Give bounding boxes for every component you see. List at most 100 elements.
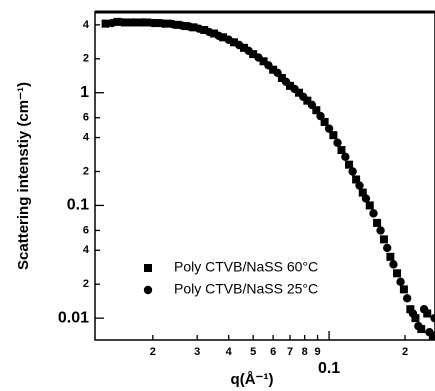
data-point — [337, 146, 346, 155]
legend-label: Poly CTVB/NaSS 60°C — [174, 259, 318, 275]
data-point — [361, 194, 371, 203]
data-point — [345, 160, 354, 169]
x-tick-label: 8 — [302, 346, 308, 358]
y-tick-label: 2 — [83, 53, 89, 65]
data-point — [286, 81, 295, 90]
data-point — [341, 152, 350, 162]
y-tick-label: 2 — [83, 278, 89, 290]
data-point — [210, 29, 219, 38]
y-tick-label: 4 — [83, 19, 90, 31]
x-tick-label: 6 — [270, 346, 276, 358]
data-point — [428, 331, 435, 340]
data-point — [303, 96, 312, 105]
data-point — [324, 124, 334, 133]
data-point — [264, 61, 273, 70]
data-point — [295, 88, 304, 97]
x-tick-label: 2 — [402, 346, 408, 358]
data-point — [355, 181, 364, 190]
data-point — [164, 19, 173, 28]
data-point — [402, 294, 412, 303]
data-point — [219, 33, 228, 42]
data-point — [101, 19, 110, 28]
data-point — [249, 50, 258, 59]
data-point — [290, 84, 299, 94]
data-point — [124, 18, 133, 27]
data-point — [269, 65, 278, 74]
y-tick-label: 0.01 — [58, 309, 89, 326]
data-point — [159, 19, 168, 28]
data-point — [312, 106, 321, 115]
y-tick-label: 4 — [83, 131, 90, 143]
data-point — [200, 26, 209, 35]
x-tick-label: 5 — [250, 346, 256, 358]
y-tick-label: 6 — [83, 112, 89, 124]
y-axis-label: Scattering intenstiy (cm⁻¹) — [15, 82, 32, 270]
data-point — [414, 321, 423, 331]
data-point — [419, 305, 429, 314]
x-tick-label: 0.1 — [318, 360, 340, 377]
data-point — [113, 17, 122, 26]
data-point — [281, 77, 291, 86]
data-point — [423, 309, 432, 318]
x-tick-label: 4 — [226, 346, 233, 358]
data-point — [329, 131, 338, 140]
data-point — [205, 27, 214, 37]
data-point — [411, 314, 420, 323]
data-point — [244, 46, 253, 56]
y-tick-label: 0.1 — [67, 197, 89, 214]
data-point — [129, 18, 138, 27]
data-point — [408, 309, 418, 318]
data-point — [383, 243, 392, 253]
y-tick-label: 6 — [83, 224, 89, 236]
data-point — [234, 40, 244, 50]
data-point — [194, 24, 204, 33]
data-point — [348, 167, 357, 176]
legend-label: Poly CTVB/NaSS 25°C — [174, 281, 318, 297]
data-point — [396, 277, 405, 287]
data-point — [307, 100, 317, 110]
data-point — [148, 18, 157, 28]
data-point — [138, 18, 148, 27]
data-point — [320, 117, 329, 126]
y-tick-label: 2 — [83, 165, 89, 177]
data-point — [185, 22, 194, 31]
data-point — [333, 138, 342, 147]
data-point — [154, 19, 163, 28]
data-point — [425, 328, 434, 337]
data-point — [386, 252, 395, 261]
data-point — [393, 269, 402, 278]
data-point — [430, 313, 435, 323]
data-point — [277, 74, 286, 83]
data-point — [376, 226, 385, 235]
data-point — [134, 18, 143, 27]
data-point — [259, 57, 268, 66]
data-point — [352, 175, 361, 184]
data-point — [358, 188, 367, 197]
x-tick-label: 3 — [194, 346, 200, 358]
x-tick-label: 2 — [150, 346, 156, 358]
x-tick-label: 7 — [287, 346, 293, 358]
y-tick-label: 1 — [80, 84, 89, 101]
data-point — [399, 285, 408, 294]
data-point — [316, 111, 325, 121]
data-point — [389, 260, 398, 269]
data-point — [224, 35, 233, 44]
data-point — [365, 201, 374, 210]
data-point — [369, 209, 378, 218]
x-axis-label: q(Å⁻¹) — [231, 371, 274, 388]
x-tick-label: 9 — [314, 346, 320, 358]
data-point — [107, 18, 117, 28]
data-point — [373, 218, 382, 227]
data-point — [177, 21, 186, 30]
data-point — [379, 235, 388, 244]
data-point — [406, 305, 415, 314]
data-point — [230, 38, 239, 47]
data-point — [118, 18, 127, 27]
data-point — [214, 31, 223, 40]
data-point — [240, 43, 249, 52]
data-point — [273, 68, 282, 78]
data-point — [168, 20, 177, 29]
legend-marker — [143, 285, 153, 295]
